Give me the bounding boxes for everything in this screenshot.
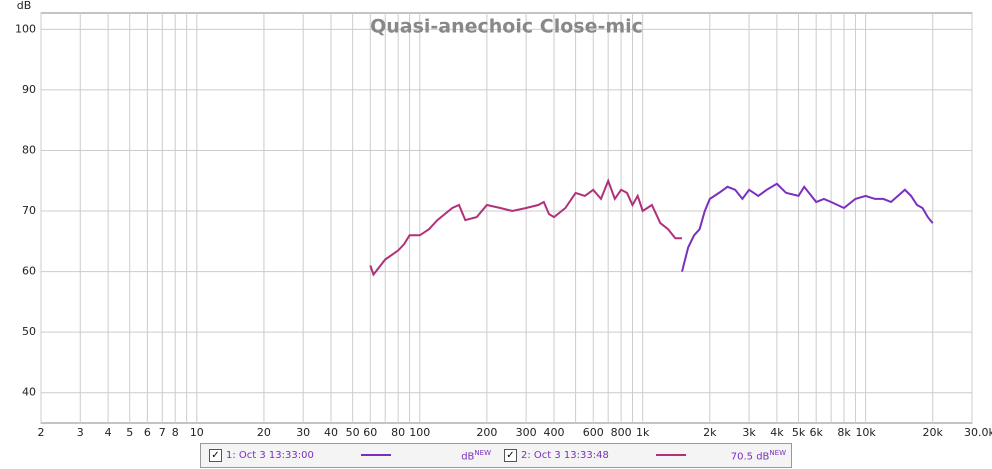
x-tick-label: 6 [144,426,151,439]
readout-unit: dB [756,451,770,463]
x-tick-label: 7 [159,426,166,439]
legend-entry: ✓ 1: Oct 3 13:33:00 dBNEW [201,449,496,462]
readout-tag: NEW [474,448,491,457]
x-tick-label: 8k [837,426,851,439]
y-axis-label: dB [17,0,32,12]
x-tick-label: 30 [296,426,310,439]
x-tick-label: 2 [38,426,45,439]
plot-area [40,12,973,424]
x-tick-label: 10k [855,426,876,439]
readout-value: 70.5 [730,451,753,463]
x-tick-label: 30.0k Hz [964,426,992,439]
x-tick-label: 20k [923,426,944,439]
legend-readout: dBNEW [411,449,491,462]
x-tick-label: 20 [257,426,271,439]
y-tick-label: 100 [15,22,36,35]
checkbox[interactable]: ✓ [209,448,222,462]
x-tick-label: 10 [190,426,204,439]
x-tick-label: 5 [126,426,133,439]
x-tick-label: 800 [611,426,632,439]
x-tick-label: 40 [324,426,338,439]
y-tick-label: 80 [22,143,36,156]
x-tick-label: 1k [636,426,650,439]
y-tick-label: 50 [22,325,36,338]
readout-tag: NEW [769,448,786,457]
y-tick-label: 40 [22,386,36,399]
x-tick-label: 2k [703,426,717,439]
x-tick-label: 3k [742,426,756,439]
x-tick-label: 60 [363,426,377,439]
legend-swatch [656,454,686,457]
legend: ✓ 1: Oct 3 13:33:00 dBNEW ✓ 2: Oct 3 13:33:4… [200,443,792,468]
x-tick-label: 50 [346,426,360,439]
x-tick-label: 300 [516,426,537,439]
y-tick-label: 90 [22,83,36,96]
series-line [369,177,682,277]
x-tick-label: 8 [172,426,179,439]
x-tick-label: 100 [409,426,430,439]
x-tick-label: 4 [105,426,112,439]
x-tick-label: 200 [476,426,497,439]
x-tick-label: 400 [543,426,564,439]
x-tick-label: 600 [583,426,604,439]
legend-entry: ✓ 2: Oct 3 13:33:48 70.5 dBNEW [496,449,791,462]
readout-unit: dB [461,451,475,463]
x-tick-label: 5k [792,426,806,439]
x-tick-label: 4k [770,426,784,439]
legend-label: 1: Oct 3 13:33:00 [226,449,314,461]
legend-swatch [361,454,391,457]
x-tick-label: 6k [809,426,823,439]
chart-title: Quasi-anechoic Close-mic [370,16,643,38]
legend-readout: 70.5 dBNEW [706,449,786,462]
y-tick-label: 60 [22,265,36,278]
checkbox[interactable]: ✓ [504,448,517,462]
y-tick-label: 70 [22,204,36,217]
x-tick-label: 3 [77,426,84,439]
legend-label: 2: Oct 3 13:33:48 [521,449,609,461]
x-tick-label: 80 [391,426,405,439]
series-line [681,182,934,272]
